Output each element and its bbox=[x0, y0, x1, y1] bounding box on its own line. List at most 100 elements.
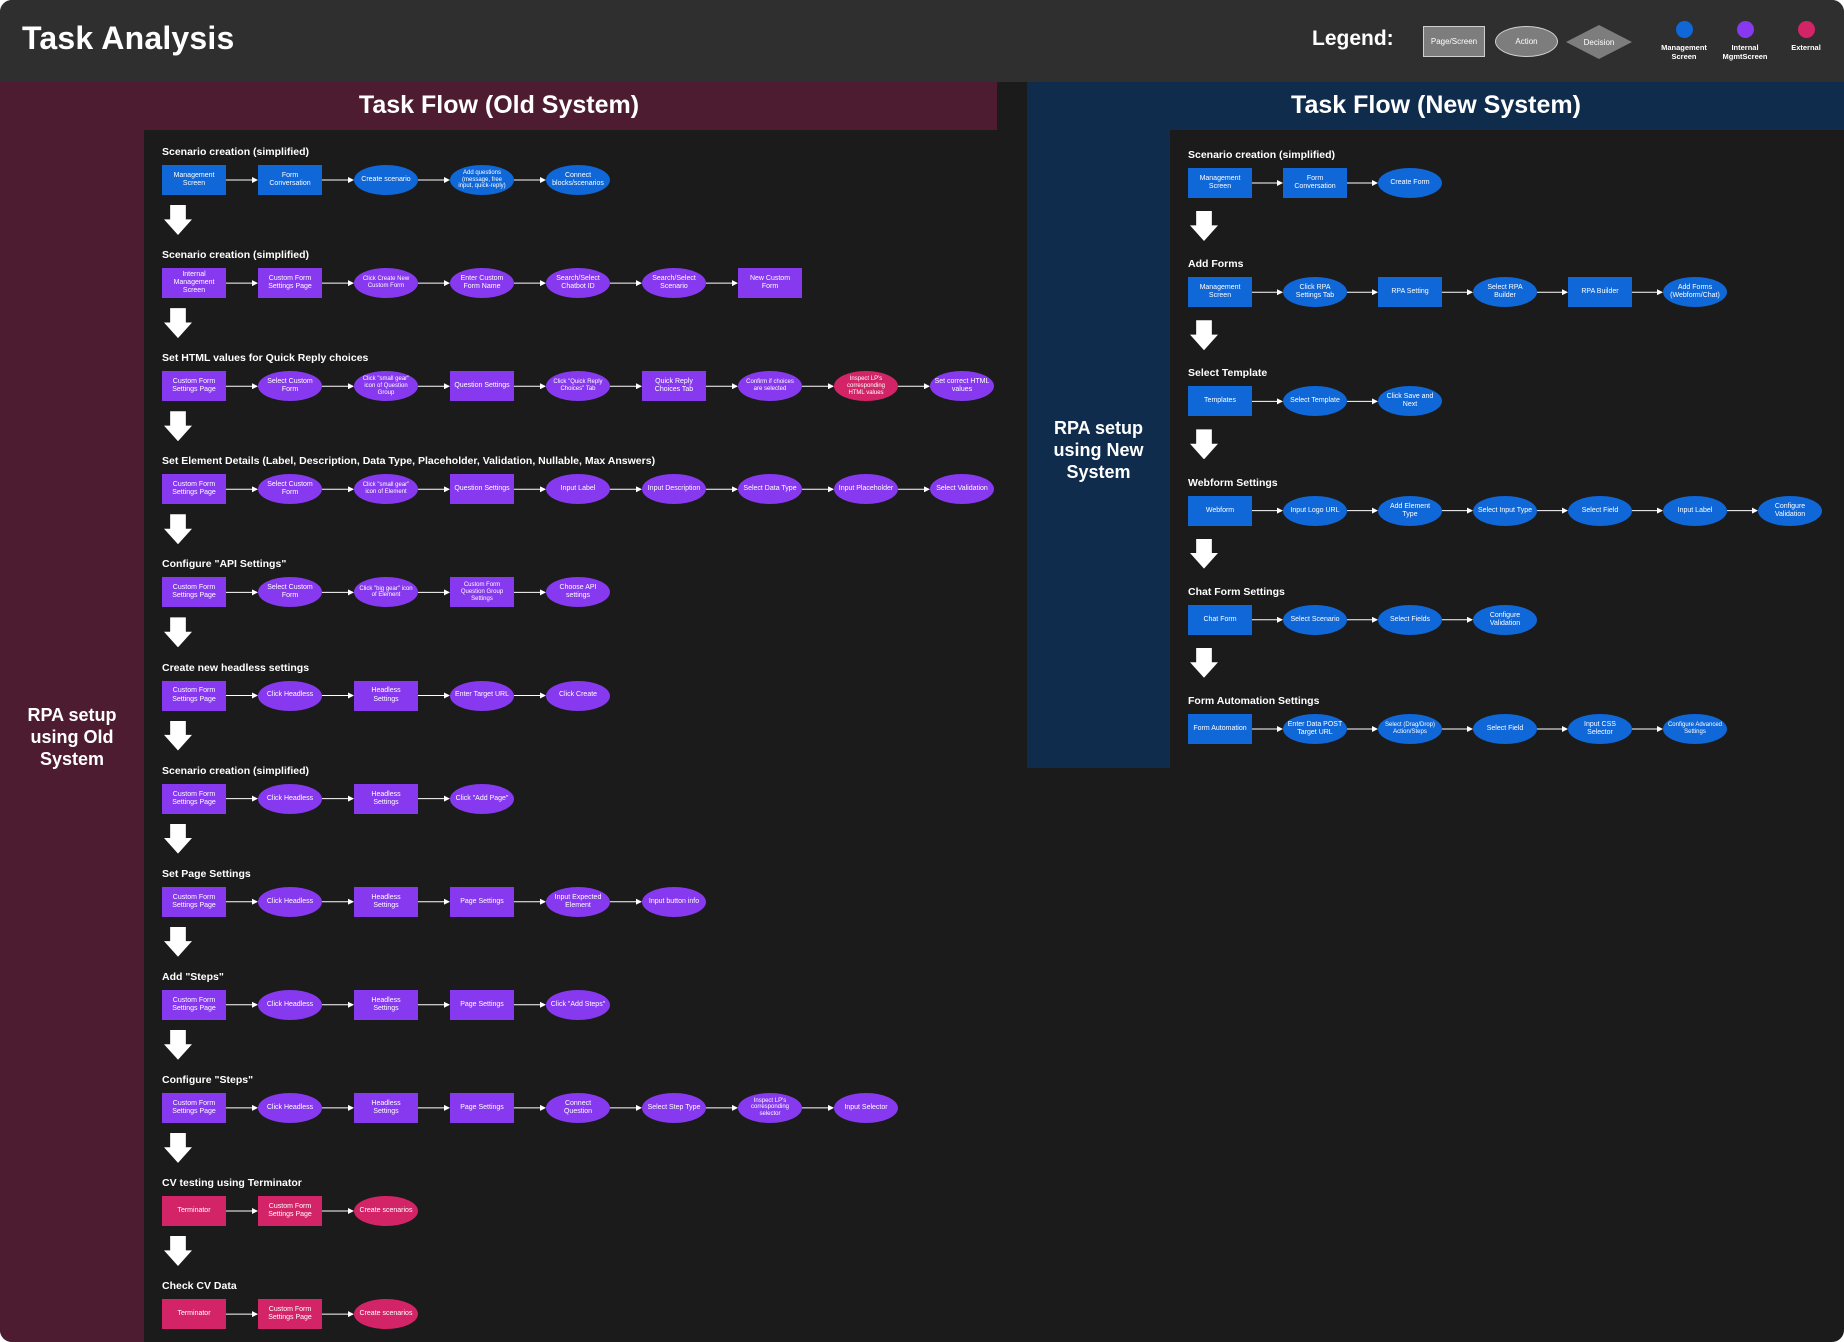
node-label: Internal Management Screen bbox=[173, 271, 215, 295]
action-create-scenarios: Create scenarios bbox=[354, 1299, 418, 1330]
node-label: Select Fields bbox=[1389, 615, 1431, 623]
node-label: Configure Validation bbox=[1774, 502, 1806, 518]
action-connect-question: Connect Question bbox=[546, 1092, 610, 1123]
action-input-description: Input Description bbox=[642, 474, 706, 505]
action-select-validation: Select Validation bbox=[930, 474, 994, 505]
node-label: Management Screen bbox=[1199, 174, 1241, 190]
legend-decision-shape: Decision bbox=[1566, 25, 1632, 59]
action-enter-data-post-target-url: Enter Data POST Target URL bbox=[1283, 714, 1347, 744]
node-label: Add questions (message, free input, quic… bbox=[458, 169, 506, 190]
screen-custom-form-settings-page: Custom Form Settings Page bbox=[162, 886, 226, 917]
node-label: Click "Quick Reply Choices" Tab bbox=[553, 379, 603, 393]
old-system-title: Task Flow (Old System) bbox=[358, 91, 640, 119]
section-title: Create new headless settings bbox=[162, 661, 310, 674]
screen-page-settings: Page Settings bbox=[450, 1092, 514, 1123]
action-click-quick-reply-choices-tab: Click "Quick Reply Choices" Tab bbox=[546, 371, 610, 402]
action-search-select-scenario: Search/Select Scenario bbox=[642, 268, 706, 299]
node-label: Custom Form Settings Page bbox=[172, 481, 216, 497]
action-configure-validation: Configure Validation bbox=[1758, 495, 1822, 526]
node-label: Management Screen bbox=[1199, 284, 1241, 300]
node-label: New Custom Form bbox=[749, 275, 791, 291]
action-click-rpa-settings-tab: Click RPA Settings Tab bbox=[1283, 277, 1347, 308]
node-label: Chat Form bbox=[1203, 615, 1237, 623]
node-label: Custom Form Settings Page bbox=[172, 1099, 216, 1115]
new-system-side-band bbox=[1027, 130, 1170, 768]
screen-headless-settings: Headless Settings bbox=[354, 783, 418, 814]
action-click-big-gear-icon-of-element: Click "big gear" icon of Element bbox=[354, 577, 418, 608]
screen-webform: Webform bbox=[1188, 495, 1252, 526]
node-label: Click RPA Settings Tab bbox=[1295, 284, 1335, 300]
next-step-arrow bbox=[1190, 429, 1218, 460]
action-add-forms-webform-chat: Add Forms (Webform/Chat) bbox=[1663, 277, 1727, 308]
node-label: Click Headless bbox=[266, 794, 314, 802]
node-label: Custom Form Settings Page bbox=[172, 996, 216, 1012]
node-label: Page Settings bbox=[460, 1103, 504, 1111]
screen-templates: Templates bbox=[1188, 386, 1252, 417]
action-click-headless: Click Headless bbox=[258, 783, 322, 814]
node-label: Click "Add Steps" bbox=[550, 1000, 606, 1008]
action-add-questions-message-free-input-quick-reply: Add questions (message, free input, quic… bbox=[450, 165, 514, 195]
section-title: Set Page Settings bbox=[162, 867, 251, 880]
action-select-custom-form: Select Custom Form bbox=[258, 474, 322, 505]
node-label: Headless Settings bbox=[371, 790, 401, 806]
section-title: Set Element Details (Label, Description,… bbox=[162, 455, 656, 468]
node-label: Click Save and Next bbox=[1386, 393, 1434, 409]
new-system-side-label: RPA setup using New System bbox=[1053, 418, 1144, 482]
node-label: Custom Form Settings Page bbox=[268, 1202, 312, 1218]
action-click-small-gear-icon-of-element: Click "small gear" icon of Element bbox=[354, 474, 418, 505]
node-label: Click "small gear" icon of Question Grou… bbox=[362, 375, 410, 396]
node-label: Select Custom Form bbox=[267, 481, 313, 497]
node-label: Page Settings bbox=[460, 1000, 504, 1008]
node-label: Headless Settings bbox=[371, 1099, 401, 1115]
node-label: Form Conversation bbox=[1294, 174, 1336, 190]
node-label: Webform bbox=[1205, 506, 1235, 514]
action-input-expected-element: Input Expected Element bbox=[546, 886, 610, 917]
screen-custom-form-settings-page: Custom Form Settings Page bbox=[162, 989, 226, 1020]
action-configure-validation: Configure Validation bbox=[1473, 604, 1537, 635]
old-system-side-label: RPA setup using Old System bbox=[27, 705, 117, 769]
action-select-field: Select Field bbox=[1473, 714, 1537, 744]
screen-custom-form-settings-page: Custom Form Settings Page bbox=[162, 1092, 226, 1123]
screen-terminator: Terminator bbox=[162, 1196, 226, 1226]
node-label: Create scenarios bbox=[359, 1310, 413, 1318]
next-step-arrow bbox=[164, 1132, 192, 1163]
legend-external-label: External bbox=[1791, 43, 1821, 52]
node-label: Input Label bbox=[560, 485, 596, 493]
action-click-headless: Click Headless bbox=[258, 989, 322, 1020]
action-select-custom-form: Select Custom Form bbox=[258, 371, 322, 402]
node-label: Connect blocks/scenarios bbox=[552, 171, 604, 187]
action-set-correct-html-values: Set correct HTML values bbox=[930, 371, 994, 402]
screen-form-conversation: Form Conversation bbox=[1283, 168, 1347, 198]
node-label: Enter Target URL bbox=[455, 691, 509, 699]
node-label: Connect Question bbox=[563, 1099, 593, 1115]
screen-headless-settings: Headless Settings bbox=[354, 680, 418, 711]
screen-headless-settings: Headless Settings bbox=[354, 1092, 418, 1123]
action-enter-target-url: Enter Target URL bbox=[450, 680, 514, 711]
node-label: Click Headless bbox=[266, 1103, 314, 1111]
action-select-rpa-builder: Select RPA Builder bbox=[1473, 277, 1537, 308]
section-title: Chat Form Settings bbox=[1188, 585, 1285, 598]
next-step-arrow bbox=[164, 720, 192, 751]
header-bar: Task Analysis Legend: Page/Screen Action… bbox=[0, 0, 1844, 82]
action-select-fields: Select Fields bbox=[1378, 604, 1442, 635]
action-input-selector: Input Selector bbox=[834, 1092, 898, 1123]
action-create-form: Create Form bbox=[1378, 168, 1442, 198]
screen-custom-form-settings-page: Custom Form Settings Page bbox=[162, 371, 226, 402]
node-label: Select Field bbox=[1581, 506, 1619, 514]
action-select-data-type: Select Data Type bbox=[738, 474, 802, 505]
node-label: Custom Form Settings Page bbox=[268, 1306, 312, 1322]
next-step-arrow bbox=[1190, 211, 1218, 241]
action-click-create: Click Create bbox=[546, 680, 610, 711]
action-select-template: Select Template bbox=[1283, 386, 1347, 417]
legend-title: Legend: bbox=[1312, 27, 1394, 50]
node-label: Input CSS Selector bbox=[1584, 720, 1616, 736]
screen-page-settings: Page Settings bbox=[450, 989, 514, 1020]
legend-management-dot bbox=[1676, 21, 1693, 38]
node-label: Input button info bbox=[648, 897, 700, 905]
node-label: Custom Form Settings Page bbox=[268, 275, 312, 291]
screen-custom-form-settings-page: Custom Form Settings Page bbox=[258, 268, 322, 299]
node-label: Form Automation bbox=[1193, 724, 1247, 732]
action-select-step-type: Select Step Type bbox=[642, 1092, 706, 1123]
screen-rpa-setting: RPA Setting bbox=[1378, 277, 1442, 308]
section-title: Check CV Data bbox=[162, 1280, 237, 1293]
